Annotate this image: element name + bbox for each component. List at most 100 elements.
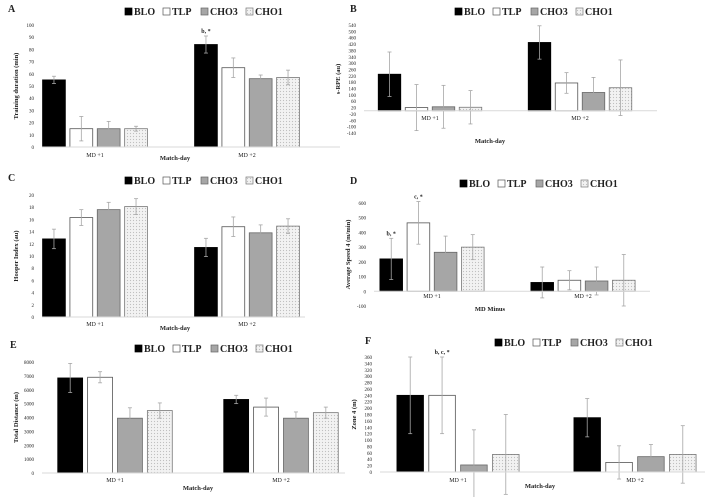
legend-swatch-cho3: [200, 7, 209, 16]
significance-annotation: b, c, *: [435, 350, 450, 356]
y-axis-label: Hooper Index (au): [13, 230, 20, 281]
panel-e: E BLO TLP CHO3 CHO1 0 1000 2000 3000 4000 5000 6000…: [10, 340, 345, 492]
panel-d: D BLO TLP CHO3 CHO1 -100 0 100 200 300 400 500 600 Av…: [345, 176, 650, 313]
y-tick-label: 280: [365, 382, 373, 387]
x-tick-label: MD +1: [449, 478, 467, 484]
y-tick-label: 400: [359, 231, 367, 236]
y-tick-label: 420: [349, 43, 357, 48]
y-tick-label: 100: [27, 24, 35, 29]
legend-label-cho1: CHO1: [265, 344, 293, 355]
bar-cho3: [283, 417, 309, 474]
legend-label-cho3: CHO3: [545, 179, 573, 190]
x-tick-label: MD +2: [238, 153, 256, 159]
y-tick-label: 320: [365, 369, 373, 374]
y-tick-label: 260: [349, 68, 357, 73]
y-tick-label: 140: [365, 426, 373, 431]
y-tick-label: 340: [365, 362, 373, 367]
bar-cho1: [276, 225, 300, 318]
y-tick-label: 20: [29, 194, 35, 199]
y-tick-label: 14: [29, 231, 35, 236]
legend-label-blo: BLO: [134, 7, 155, 18]
panel-letter: D: [350, 176, 357, 187]
legend-swatch-cho3: [200, 176, 209, 185]
legend-swatch-tlp: [532, 338, 541, 347]
legend-label-cho1: CHO1: [255, 176, 283, 187]
bar-blo: [194, 247, 218, 318]
legend-label-cho3: CHO3: [580, 338, 608, 349]
x-axis-label: MD Minus: [475, 306, 506, 313]
legend-label-cho3: CHO3: [220, 344, 248, 355]
y-axis-label: Total Distance (m): [13, 392, 20, 443]
legend-swatch-cho3: [570, 338, 579, 347]
legend-swatch-tlp: [492, 7, 501, 16]
legend-label-blo: BLO: [504, 338, 525, 349]
y-tick-label: 80: [29, 48, 35, 53]
y-tick-label: 0: [32, 472, 35, 477]
bar-cho3: [96, 209, 121, 318]
y-tick-label: 40: [29, 97, 35, 102]
legend-label-cho3: CHO3: [210, 176, 238, 187]
y-tick-label: 60: [351, 100, 357, 105]
legend-swatch-blo: [454, 7, 463, 16]
y-tick-label: 120: [365, 433, 373, 438]
bar-blo: [57, 377, 84, 474]
y-tick-label: 50: [29, 85, 35, 90]
y-axis-label: s-RPE (au): [335, 64, 342, 95]
x-tick-label: MD +1: [423, 294, 441, 300]
panel-letter: C: [8, 173, 15, 184]
legend-label-cho3: CHO3: [210, 7, 238, 18]
y-tick-label: 220: [349, 75, 357, 80]
y-tick-label: 220: [365, 401, 373, 406]
y-tick-label: 260: [365, 388, 373, 393]
y-tick-label: 2: [32, 304, 35, 309]
y-tick-label: 60: [367, 452, 373, 457]
y-tick-label: 600: [359, 202, 367, 207]
y-tick-label: -140: [347, 132, 357, 137]
y-tick-label: 20: [351, 107, 357, 112]
legend-swatch-tlp: [497, 179, 506, 188]
bar-cho1: [146, 410, 173, 474]
y-tick-label: 8: [32, 267, 35, 272]
legend-swatch-blo: [124, 176, 133, 185]
y-tick-label: 240: [365, 394, 373, 399]
legend-swatch-cho1: [245, 176, 254, 185]
y-tick-label: 4: [32, 292, 35, 297]
legend-label-tlp: TLP: [542, 338, 561, 349]
legend-swatch-tlp: [172, 344, 181, 353]
panel-c: C BLO TLP CHO3 CHO1 0 2 4 6 8 10 12 14 16 18 20 Hooper I…: [8, 173, 305, 332]
y-tick-label: 2000: [24, 444, 35, 449]
x-axis-label: Match-day: [183, 485, 214, 492]
legend-label-cho1: CHO1: [585, 7, 613, 18]
y-tick-label: 460: [349, 37, 357, 42]
y-tick-label: 300: [349, 62, 357, 67]
legend-swatch-blo: [134, 344, 143, 353]
y-tick-label: 6000: [24, 389, 35, 394]
y-tick-label: 500: [359, 217, 367, 222]
bar-tlp: [87, 376, 113, 474]
legend-swatch-tlp: [162, 7, 171, 16]
legend-swatch-cho1: [615, 338, 624, 347]
y-tick-label: 18: [29, 206, 35, 211]
y-tick-label: 5000: [24, 403, 35, 408]
y-tick-label: 30: [29, 109, 35, 114]
y-tick-label: 20: [367, 465, 373, 470]
bar-blo: [42, 238, 66, 318]
y-tick-label: -60: [349, 119, 356, 124]
y-tick-label: 300: [365, 375, 373, 380]
y-tick-label: 80: [367, 445, 373, 450]
x-tick-label: MD +1: [106, 478, 124, 484]
y-axis-label: Training duration (min): [13, 53, 20, 120]
y-tick-label: 0: [32, 316, 35, 321]
y-tick-label: 200: [365, 407, 373, 412]
y-tick-label: 180: [349, 81, 357, 86]
x-tick-label: MD +2: [272, 478, 290, 484]
legend-label-tlp: TLP: [502, 7, 521, 18]
legend-swatch-cho3: [535, 179, 544, 188]
y-tick-label: 100: [359, 276, 367, 281]
y-tick-label: 16: [29, 218, 35, 223]
legend-swatch-cho3: [530, 7, 539, 16]
y-tick-label: 100: [349, 94, 357, 99]
